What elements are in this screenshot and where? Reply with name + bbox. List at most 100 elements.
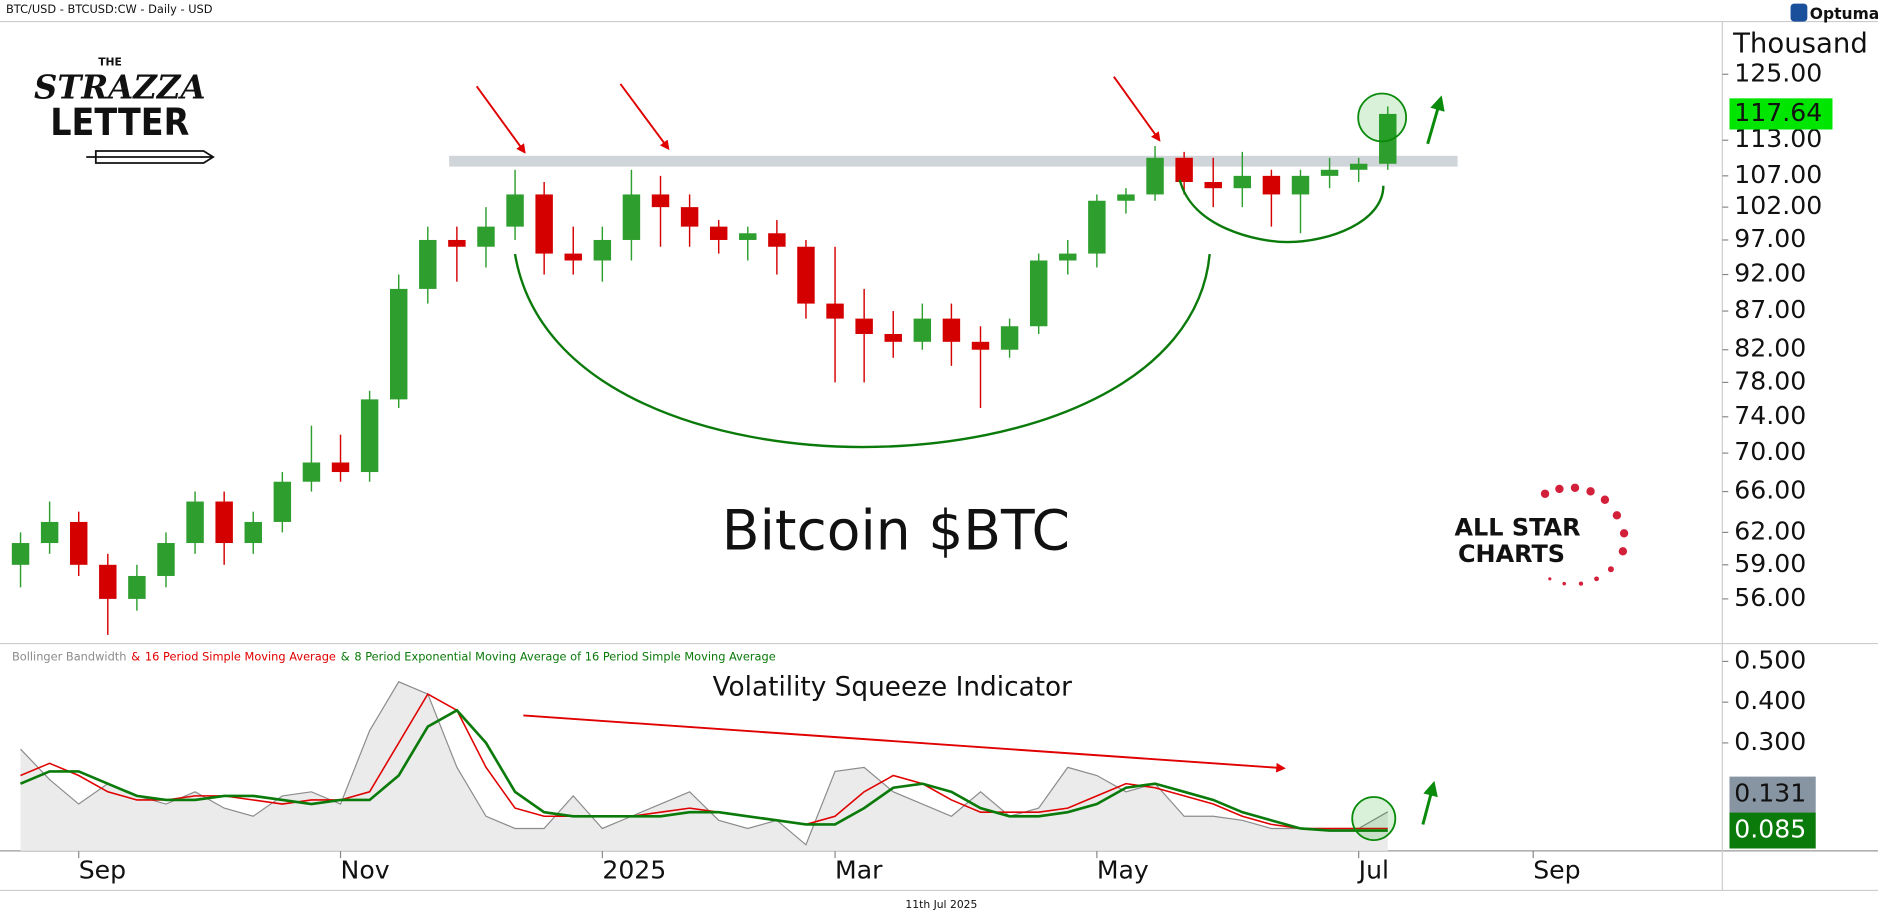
candle-body [360, 399, 379, 473]
legend-entry: Bollinger Bandwidth [12, 649, 126, 663]
rounding-arc [1178, 179, 1385, 244]
candle-body [564, 253, 582, 261]
candle-body [884, 333, 902, 342]
y-tick-label: 102.00 [1734, 191, 1822, 220]
arrow [619, 83, 670, 151]
last-price-box [1729, 98, 1833, 130]
y-tick-label: 82.00 [1734, 334, 1806, 363]
candle-body [593, 239, 612, 261]
candle-body [942, 318, 961, 342]
logo-stars [1540, 483, 1629, 586]
candle-body [1204, 181, 1222, 189]
x-tick-label: Mar [835, 855, 883, 884]
series-line [20, 692, 1388, 830]
value-box [1729, 812, 1816, 849]
legend-entry: 16 Period Simple Moving Average [145, 649, 336, 663]
candle-body [331, 462, 350, 473]
candle-body [273, 481, 292, 522]
arrow [1421, 780, 1438, 825]
y-tick-label: 56.00 [1734, 583, 1806, 612]
logo-text: STRAZZA [34, 68, 206, 106]
candle-body [302, 462, 321, 482]
brand-icon [1790, 3, 1808, 22]
rounding-arc [513, 253, 1211, 449]
y-tick-label: 107.00 [1734, 160, 1822, 189]
candle-body [1349, 163, 1368, 170]
x-tick-label: Sep [1533, 855, 1580, 884]
y-tick-label: 62.00 [1734, 516, 1806, 545]
value-box-label: 0.085 [1734, 815, 1806, 844]
y-tick-label: 92.00 [1734, 259, 1806, 288]
y-tick-label: 87.00 [1734, 295, 1806, 324]
logo-text: LETTER [50, 101, 189, 144]
arrow [475, 85, 526, 154]
header: BTC/USD - BTCUSD:CW - Daily - USD [6, 2, 213, 16]
x-tick-label: Nov [341, 855, 390, 884]
candle-body [768, 233, 786, 247]
candle-body [1117, 194, 1135, 201]
candle-body [855, 318, 873, 334]
legend-separator: & [131, 649, 140, 663]
y-tick-label: 125.00 [1734, 58, 1822, 87]
candle-body [826, 303, 844, 319]
candle-body [622, 194, 641, 240]
candle-body [448, 239, 466, 247]
logo-text: CHARTS [1458, 540, 1565, 568]
y-tick-label: 74.00 [1734, 401, 1806, 430]
brand: Optuma [1810, 5, 1878, 23]
candle-body [99, 564, 117, 599]
candle-body [506, 194, 524, 227]
candle-body [244, 521, 262, 544]
y-tick-label: 78.00 [1734, 366, 1806, 395]
x-tick-label: 2025 [602, 855, 666, 884]
candle-body [69, 521, 88, 565]
unit-label: Thousand [1732, 27, 1868, 59]
arrow [1426, 95, 1445, 145]
candle-body [1379, 113, 1397, 164]
y-tick-label: 0.300 [1734, 727, 1806, 756]
candle-body [535, 194, 553, 254]
legend-separator: & [341, 649, 350, 663]
candle-body [1029, 260, 1048, 327]
arrow [523, 714, 1286, 773]
series-line [19, 708, 1388, 832]
candle-body [1291, 175, 1310, 195]
candle-body [1233, 175, 1252, 189]
candle-body [11, 543, 30, 565]
candle-body [128, 575, 146, 599]
candle-body [680, 207, 699, 227]
y-tick-label: 97.00 [1734, 224, 1806, 253]
candle-body [40, 521, 59, 544]
candle-body [215, 501, 233, 544]
y-tick-label: 66.00 [1734, 476, 1806, 505]
y-tick-label: 0.400 [1734, 686, 1806, 715]
candle-body [477, 226, 495, 247]
x-tick-label: Jul [1357, 855, 1389, 884]
candle-body [1320, 169, 1339, 176]
candle-body [1146, 157, 1164, 195]
logo-pen [86, 150, 215, 164]
candle-body [739, 233, 757, 240]
highlight-circle [1351, 796, 1397, 842]
candle-body [913, 318, 932, 342]
candle-body [1088, 200, 1106, 254]
chart-annotation: Bitcoin $BTC [722, 499, 1070, 563]
candle-body [186, 501, 204, 544]
legend-entry: 8 Period Exponential Moving Average of 1… [354, 649, 775, 663]
logo-text: THE [98, 55, 122, 68]
last-price-label: 117.64 [1734, 98, 1822, 127]
candle-body [389, 288, 408, 400]
candle-body [1262, 175, 1281, 195]
legend: Bollinger Bandwidth & 16 Period Simple Mov… [12, 649, 776, 663]
logo-text: ALL STAR [1454, 514, 1580, 542]
value-box [1729, 776, 1816, 813]
arrow [1113, 76, 1161, 142]
candle-body [1000, 326, 1019, 350]
highlight-circle [1357, 92, 1408, 143]
y-tick-label: 0.500 [1734, 645, 1806, 674]
y-tick-label: 70.00 [1734, 437, 1806, 466]
candle-body [651, 194, 670, 208]
